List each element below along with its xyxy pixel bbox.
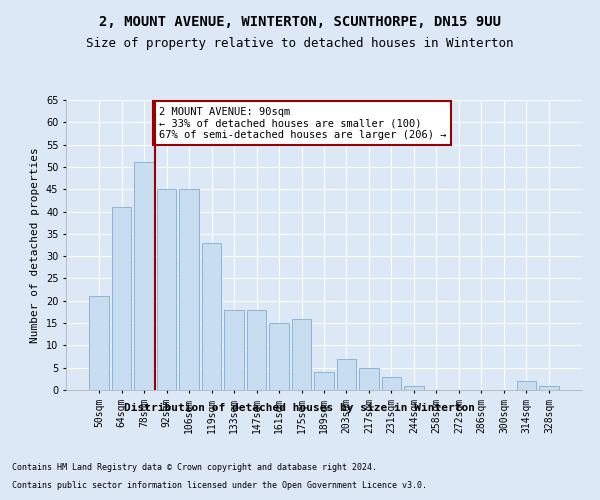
Text: Contains public sector information licensed under the Open Government Licence v3: Contains public sector information licen… [12, 481, 427, 490]
Text: Contains HM Land Registry data © Crown copyright and database right 2024.: Contains HM Land Registry data © Crown c… [12, 464, 377, 472]
Bar [112, 207, 131, 390]
Text: 2, MOUNT AVENUE, WINTERTON, SCUNTHORPE, DN15 9UU: 2, MOUNT AVENUE, WINTERTON, SCUNTHORPE, … [99, 15, 501, 29]
Bar [404, 386, 424, 390]
Bar [89, 296, 109, 390]
Y-axis label: Number of detached properties: Number of detached properties [31, 147, 40, 343]
Bar [382, 376, 401, 390]
Bar [517, 381, 536, 390]
Bar [202, 243, 221, 390]
Text: Size of property relative to detached houses in Winterton: Size of property relative to detached ho… [86, 38, 514, 51]
Bar [292, 318, 311, 390]
Bar [337, 359, 356, 390]
Bar [247, 310, 266, 390]
Bar [179, 189, 199, 390]
Bar [134, 162, 154, 390]
Bar [157, 189, 176, 390]
Bar [359, 368, 379, 390]
Bar [539, 386, 559, 390]
Bar [269, 323, 289, 390]
Text: Distribution of detached houses by size in Winterton: Distribution of detached houses by size … [125, 402, 476, 412]
Bar [224, 310, 244, 390]
Text: 2 MOUNT AVENUE: 90sqm
← 33% of detached houses are smaller (100)
67% of semi-det: 2 MOUNT AVENUE: 90sqm ← 33% of detached … [158, 106, 446, 140]
Bar [314, 372, 334, 390]
